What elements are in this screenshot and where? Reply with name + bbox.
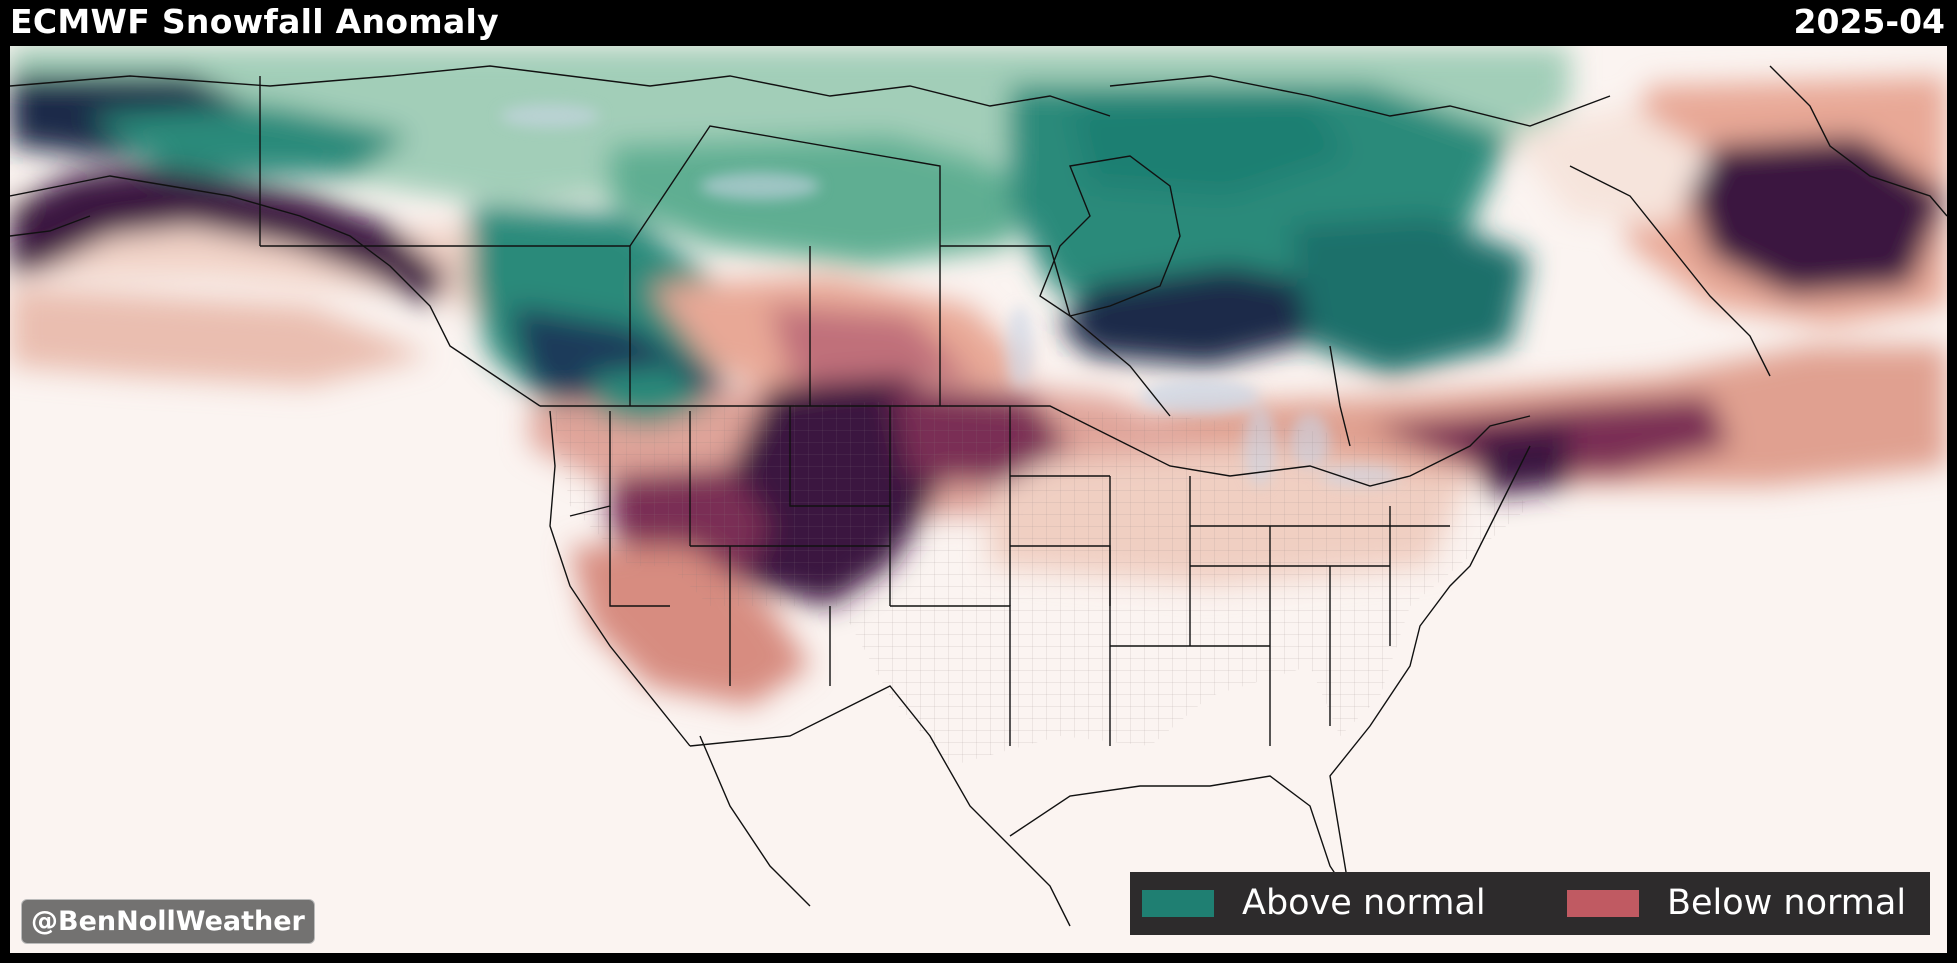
legend: Above normal Below normal <box>1130 872 1930 935</box>
boundaries <box>10 65 1947 927</box>
county-boundaries <box>550 401 1530 766</box>
map-canvas <box>10 46 1947 953</box>
legend-swatch-below <box>1567 890 1639 917</box>
map-title: ECMWF Snowfall Anomaly <box>10 2 499 41</box>
legend-label-below: Below normal <box>1667 883 1907 923</box>
watermark: @BenNollWeather <box>21 899 315 944</box>
title-bar: ECMWF Snowfall Anomaly 2025-04 <box>0 0 1957 46</box>
forecast-month: 2025-04 <box>1793 2 1945 41</box>
legend-label-above: Above normal <box>1242 883 1486 923</box>
legend-swatch-above <box>1142 890 1214 917</box>
anomaly-map <box>10 46 1947 953</box>
